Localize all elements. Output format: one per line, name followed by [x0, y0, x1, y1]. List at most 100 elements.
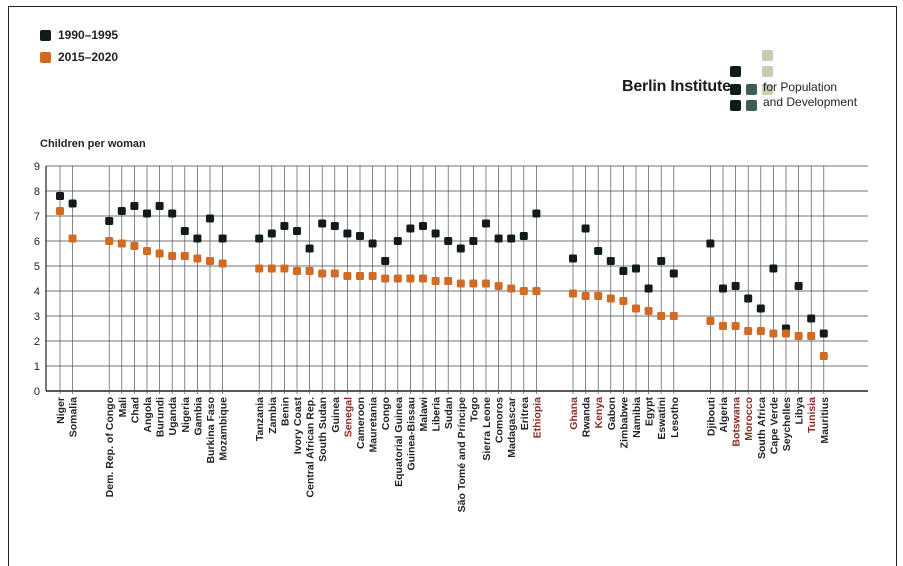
point-2015	[819, 352, 828, 360]
point-1990	[193, 234, 202, 243]
point-1990	[819, 329, 828, 338]
point-1990	[356, 232, 364, 240]
y-tick-label: 6	[34, 236, 40, 248]
country-label: Kenya	[593, 397, 605, 429]
country-label: South Sudan	[317, 397, 329, 462]
point-1990	[469, 237, 478, 245]
country-label: Zambia	[267, 397, 279, 434]
point-1990	[706, 239, 715, 248]
point-1990	[168, 209, 177, 218]
point-1990	[293, 227, 301, 235]
country-label: South Africa	[756, 397, 768, 459]
country-label: Equatorial Guinea	[393, 397, 405, 487]
point-2015	[218, 259, 227, 268]
y-axis-title: Children per woman	[40, 138, 146, 150]
point-2015	[569, 289, 577, 298]
country-label: Niger	[55, 397, 67, 424]
point-2015	[769, 329, 778, 338]
country-label: Uganda	[167, 397, 179, 436]
point-1990	[393, 237, 402, 245]
point-2015	[619, 297, 628, 305]
country-label: Liberia	[431, 397, 443, 432]
point-1990	[343, 229, 352, 238]
country-label: Namibia	[631, 397, 643, 438]
point-2015	[356, 272, 364, 280]
point-2015	[406, 274, 415, 283]
point-2015	[293, 267, 301, 275]
country-label: Burundi	[155, 397, 167, 437]
country-label: Egypt	[644, 397, 656, 427]
point-1990	[456, 244, 465, 253]
logo-subtitle: for Population and Development	[763, 80, 857, 110]
country-label: Algeria	[718, 397, 730, 433]
point-2015	[494, 282, 503, 290]
y-tick-label: 4	[34, 286, 40, 298]
country-label: Burkina Faso	[205, 397, 217, 464]
point-1990	[155, 202, 164, 210]
point-2015	[594, 292, 603, 300]
point-2015	[381, 274, 390, 283]
point-1990	[368, 239, 377, 248]
point-2015	[706, 317, 715, 325]
country-label: Comoros	[494, 397, 506, 443]
logo-square	[730, 84, 741, 95]
logo-name: Berlin Institute	[622, 78, 731, 95]
y-tick-label: 2	[34, 336, 40, 348]
point-1990	[305, 244, 314, 253]
point-2015	[657, 312, 666, 320]
point-1990	[444, 237, 453, 245]
point-1990	[756, 304, 765, 313]
country-label: São Tomé and Príncipe	[456, 397, 468, 512]
point-1990	[807, 314, 816, 323]
logo-square	[730, 66, 741, 77]
point-2015	[782, 329, 790, 338]
legend-label-2015: 2015–2020	[58, 50, 119, 64]
country-label: Eritrea	[519, 397, 531, 430]
point-1990	[419, 222, 427, 230]
country-label: Benin	[279, 397, 291, 426]
point-1990	[117, 207, 126, 215]
point-1990	[330, 222, 339, 230]
point-2015	[456, 279, 465, 288]
legend: 1990–1995 2015–2020	[40, 24, 118, 68]
logo-square	[746, 84, 757, 95]
country-label: Lesotho	[669, 397, 681, 438]
y-tick-label: 0	[34, 386, 40, 398]
point-2015	[267, 264, 276, 273]
y-tick-label: 1	[34, 361, 40, 373]
point-1990	[731, 282, 740, 290]
point-1990	[406, 224, 415, 233]
point-2015	[482, 279, 490, 288]
country-label: Chad	[129, 397, 141, 423]
y-tick-label: 8	[34, 186, 40, 198]
y-tick-label: 7	[34, 211, 40, 223]
country-label: Rwanda	[581, 397, 593, 437]
country-label: Sudan	[443, 397, 455, 429]
y-tick-label: 3	[34, 311, 40, 323]
point-1990	[532, 209, 541, 218]
logo-subtitle-line2: and Development	[763, 95, 858, 109]
point-1990	[56, 192, 64, 200]
country-label: Tanzania	[254, 397, 266, 441]
point-2015	[155, 249, 164, 258]
logo-square	[730, 100, 741, 111]
point-2015	[444, 277, 453, 285]
point-1990	[105, 217, 114, 225]
country-label: Zimbabwe	[618, 397, 630, 449]
point-2015	[419, 274, 427, 283]
point-2015	[807, 332, 816, 340]
country-label: Eswatini	[656, 397, 668, 440]
point-1990	[507, 234, 516, 243]
point-2015	[393, 274, 402, 283]
country-label: Angola	[142, 397, 154, 433]
y-tick-label: 9	[34, 161, 40, 173]
country-label: Gabon	[606, 397, 618, 430]
point-2015	[206, 257, 214, 265]
point-2015	[143, 247, 151, 255]
point-1990	[143, 209, 151, 218]
country-label: Gambia	[192, 397, 204, 436]
point-1990	[318, 219, 327, 228]
point-2015	[744, 327, 753, 335]
logo-subtitle-line1: for Population	[763, 80, 838, 94]
legend-swatch-1990	[40, 29, 51, 41]
